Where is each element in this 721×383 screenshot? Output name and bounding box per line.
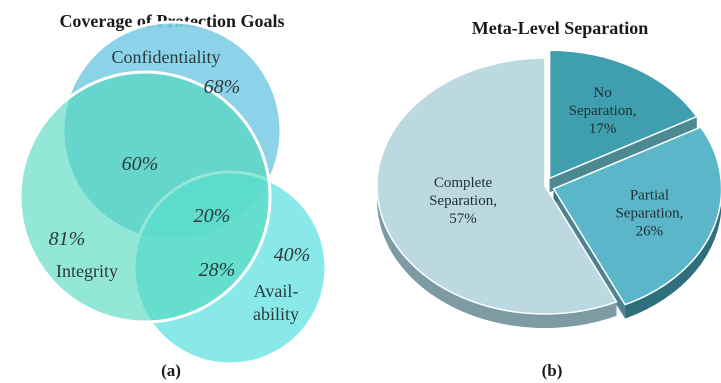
- venn-value-confidentiality: 68%: [204, 76, 241, 98]
- pie-slice-2: [376, 57, 618, 315]
- pie-title: Meta-Level Separation: [472, 18, 648, 38]
- venn-value-integ-avail: 28%: [199, 259, 236, 281]
- pie-slice-label-2-1: Separation,: [429, 193, 497, 209]
- panel-label-a: (a): [161, 361, 181, 380]
- pie-slice-label-0-2: 17%: [589, 121, 617, 137]
- pie-slice-cut-0-1: [549, 116, 697, 193]
- venn-value-all-three: 20%: [194, 205, 231, 227]
- pie-slice-label-1-2: 26%: [636, 224, 664, 240]
- pie-slice-label-2-0: Complete: [434, 175, 493, 191]
- venn-label-availability-line2: ability: [253, 304, 299, 324]
- pie-slice-1: [552, 126, 721, 306]
- pie-slice-label-2-2: 57%: [449, 211, 477, 227]
- pie-slice-label-1-1: Separation,: [615, 206, 683, 222]
- panel-label-b: (b): [542, 361, 563, 380]
- venn-diagram: [18, 20, 328, 366]
- pie-slice-0: [548, 49, 698, 180]
- venn-label-availability-line1: Avail-: [254, 281, 299, 301]
- venn-value-integrity: 81%: [49, 228, 86, 250]
- pie-chart: No Separation, 17% Partial Separation, 26% Com…: [376, 49, 721, 329]
- pie-slice-side-2: [376, 186, 617, 329]
- pie-slice-label-0-0: No: [593, 85, 611, 101]
- venn-value-availability: 40%: [274, 244, 311, 266]
- venn-value-conf-integ: 60%: [122, 153, 159, 175]
- pie-slice-label-1-0: Partial: [630, 188, 669, 204]
- venn-circle-integrity: [18, 70, 272, 324]
- venn-label-confidentiality: Confidentiality: [112, 47, 221, 67]
- pie-slice-label-0-1: Separation,: [569, 103, 637, 119]
- venn-label-integrity: Integrity: [56, 261, 118, 281]
- pie-slice-side-1: [625, 198, 721, 319]
